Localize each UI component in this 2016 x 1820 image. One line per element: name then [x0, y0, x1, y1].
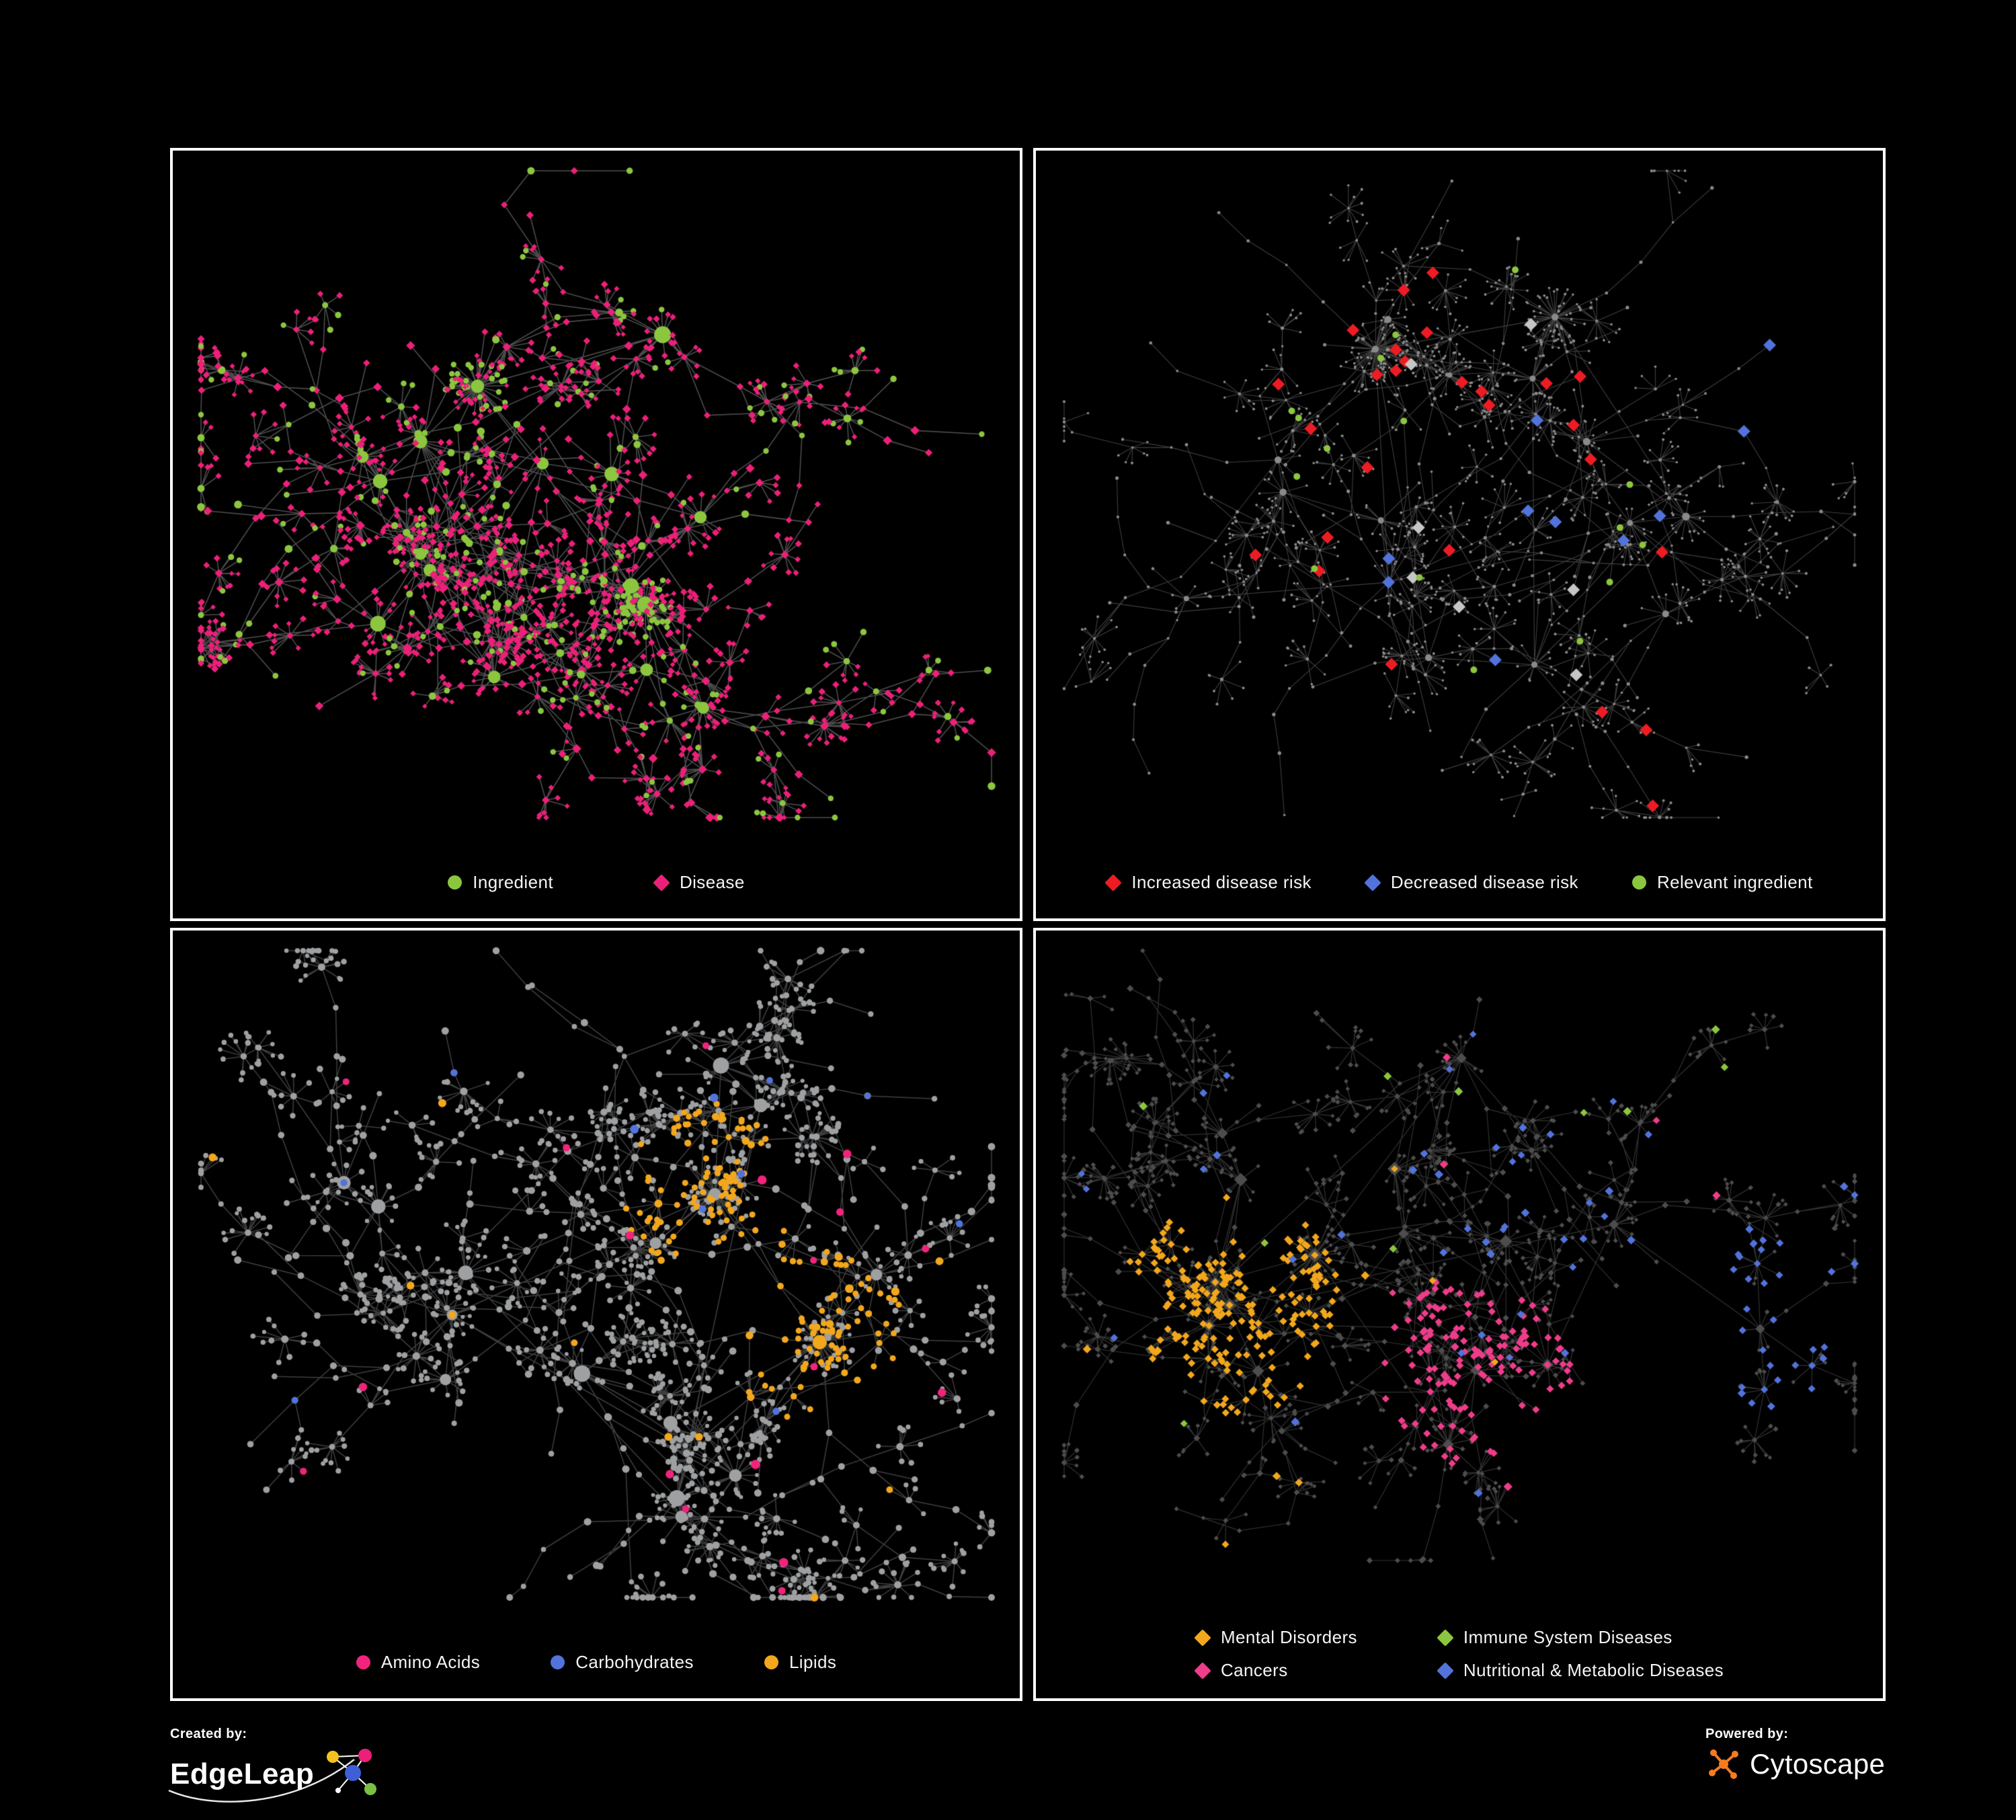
- diamond-marker-icon: [653, 873, 670, 892]
- circle-marker-icon: [356, 1655, 370, 1669]
- legend-item-relevant-ingredient: Relevant ingredient: [1631, 872, 1813, 893]
- legend-ingredient-disease: Ingredient Disease: [173, 872, 1020, 893]
- circle-marker-icon: [551, 1655, 565, 1669]
- legend-item-cancers: Cancers: [1194, 1660, 1357, 1681]
- legend-item-amino-acids: Amino Acids: [356, 1652, 480, 1673]
- legend-item-ingredient: Ingredient: [448, 872, 553, 893]
- legend-item-decreased-risk: Decreased disease risk: [1364, 872, 1578, 893]
- legend-item-disease: Disease: [653, 872, 745, 893]
- legend-label-cancers: Cancers: [1221, 1660, 1288, 1680]
- diamond-marker-icon: [1104, 873, 1123, 892]
- legend-grid: Mental Disorders Immune System Diseases …: [1194, 1627, 1724, 1681]
- edgeleap-network-icon: [327, 1749, 377, 1795]
- panel-ingredient-disease: Ingredient Disease: [170, 148, 1022, 921]
- powered-by-block: Powered by: Cytoscape: [1705, 1727, 1885, 1782]
- legend-disease-risk: Increased disease risk Decreased disease…: [1036, 872, 1883, 893]
- cytoscape-network-icon: [1709, 1749, 1738, 1779]
- powered-by-label: Powered by:: [1705, 1727, 1789, 1741]
- cytoscape-logo: Cytoscape: [1705, 1746, 1885, 1782]
- legend-label-increased-risk: Increased disease risk: [1131, 872, 1312, 892]
- legend-label-nutritional-metabolic: Nutritional & Metabolic Diseases: [1463, 1660, 1724, 1680]
- cytoscape-wordmark: Cytoscape: [1750, 1748, 1886, 1780]
- legend-item-mental-disorders: Mental Disorders: [1194, 1627, 1357, 1648]
- circle-marker-icon: [1631, 875, 1646, 889]
- panel-disease-classes: Mental Disorders Immune System Diseases …: [1033, 928, 1886, 1701]
- disease-class-network-canvas: [1036, 931, 1883, 1698]
- disease-risk-network-canvas: [1036, 151, 1883, 918]
- legend-label-lipids: Lipids: [789, 1652, 837, 1672]
- legend-item-immune-diseases: Immune System Diseases: [1437, 1627, 1724, 1648]
- legend-item-carbohydrates: Carbohydrates: [551, 1652, 694, 1673]
- legend-label-mental-disorders: Mental Disorders: [1221, 1627, 1357, 1647]
- diamond-marker-icon: [1194, 1661, 1211, 1679]
- legend-label-amino-acids: Amino Acids: [380, 1652, 481, 1672]
- diamond-marker-icon: [1364, 873, 1381, 892]
- edgeleap-wordmark: EdgeLeap: [170, 1757, 315, 1790]
- created-by-block: Created by: EdgeLeap: [168, 1727, 382, 1803]
- legend-item-nutritional-metabolic: Nutritional & Metabolic Diseases: [1437, 1660, 1724, 1681]
- ingredient-disease-network-canvas: [173, 151, 1020, 918]
- circle-marker-icon: [448, 875, 462, 889]
- legend-disease-classes: Mental Disorders Immune System Diseases …: [1036, 1627, 1883, 1681]
- legend-label-decreased-risk: Decreased disease risk: [1390, 872, 1578, 892]
- panel-macronutrients: Amino Acids Carbohydrates Lipids: [170, 928, 1022, 1701]
- legend-label-carbohydrates: Carbohydrates: [575, 1652, 694, 1672]
- legend-label-relevant-ingredient: Relevant ingredient: [1656, 872, 1813, 892]
- legend-item-lipids: Lipids: [764, 1652, 836, 1673]
- diamond-marker-icon: [1437, 1628, 1454, 1647]
- panel-disease-risk: Increased disease risk Decreased disease…: [1033, 148, 1886, 921]
- created-by-label: Created by:: [170, 1727, 247, 1741]
- diamond-marker-icon: [1437, 1661, 1454, 1679]
- diamond-marker-icon: [1194, 1628, 1211, 1647]
- macronutrient-network-canvas: [173, 931, 1020, 1698]
- legend-label-disease: Disease: [679, 872, 745, 892]
- edgeleap-logo: EdgeLeap: [168, 1746, 382, 1803]
- circle-marker-icon: [764, 1655, 778, 1669]
- legend-macronutrients: Amino Acids Carbohydrates Lipids: [173, 1652, 1020, 1673]
- legend-label-ingredient: Ingredient: [473, 872, 553, 892]
- legend-label-immune-diseases: Immune System Diseases: [1463, 1627, 1672, 1647]
- legend-item-increased-risk: Increased disease risk: [1104, 872, 1312, 893]
